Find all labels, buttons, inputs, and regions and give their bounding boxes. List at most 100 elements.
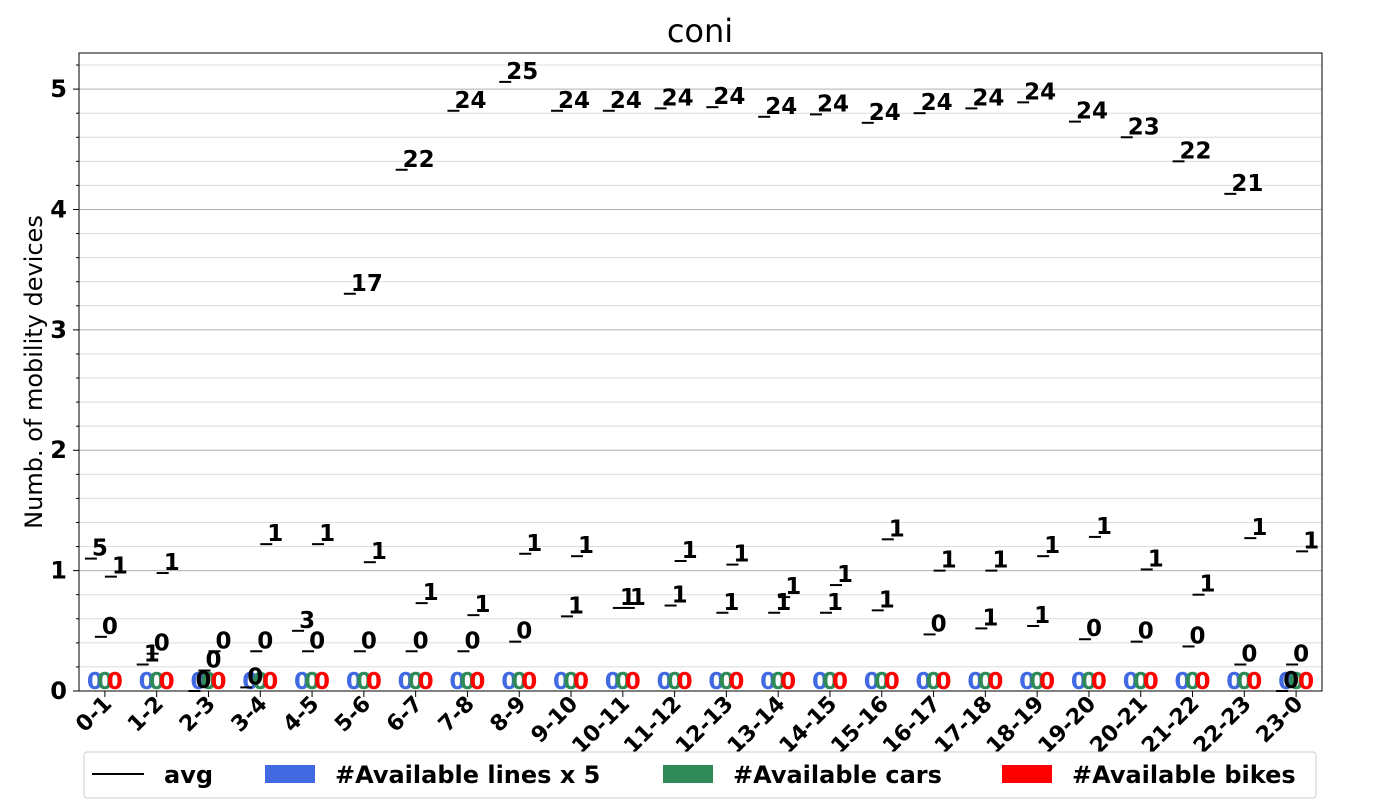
bar-value-label: 0	[139, 669, 155, 695]
x-tick-label: 4-5	[279, 692, 325, 738]
legend-avg-label: avg	[164, 761, 213, 789]
bar-value-label: 0	[708, 669, 724, 695]
bar-value-label: 0	[832, 669, 848, 695]
x-tick-label: 5-6	[330, 692, 376, 738]
legend-cars-swatch	[663, 765, 713, 783]
x-tick-label: 0-1	[71, 692, 117, 738]
avg-value-label: 1	[733, 542, 749, 568]
bar-value-label: 0	[501, 669, 517, 695]
avg-value-label: 24	[558, 88, 590, 114]
bar-value-label: 0	[469, 669, 485, 695]
legend-lines-swatch	[265, 765, 315, 783]
x-tick-label: 12-13	[671, 692, 738, 759]
bar-value-label: 0	[511, 669, 527, 695]
x-tick-label: 20-21	[1086, 692, 1153, 759]
bar-value-label: 0	[97, 669, 113, 695]
avg-value-label: 1	[1148, 546, 1164, 572]
bar-value-label: 0	[459, 669, 475, 695]
bar-value-label: 0	[1081, 669, 1097, 695]
bar-value-label: 0	[408, 669, 424, 695]
x-tick-label: 15-16	[827, 692, 894, 759]
avg-value-label: 1	[723, 590, 739, 616]
avg-value-label: 21	[1231, 171, 1263, 197]
avg-value-label: 1	[672, 583, 688, 609]
bar-value-label: 0	[728, 669, 744, 695]
bar-value-label: 0	[770, 669, 786, 695]
bar-value-label: 0	[262, 669, 278, 695]
bar-value-label: 0	[822, 669, 838, 695]
bar-value-label: 0	[87, 669, 103, 695]
avg-value-label: 3	[299, 608, 315, 634]
y-axis-label: Numb. of mobility devices	[20, 215, 48, 529]
avg-value-label: 1	[474, 592, 490, 618]
avg-value-label: 1	[982, 605, 998, 631]
avg-value-label: 1	[889, 516, 905, 542]
bar-value-label: 0	[356, 669, 372, 695]
bar-value-label: 0	[1019, 669, 1035, 695]
x-axis-ticks: 0-1 1-2 2-3 3-4 4-5 5-6 6-7 7-8 8-99-1010-1111-1…	[71, 691, 1308, 759]
avg-value-label: 0	[215, 628, 231, 654]
bar-value-label: 0	[573, 669, 589, 695]
avg-value-label: 17	[351, 271, 383, 297]
avg-value-label: 1	[371, 539, 387, 565]
bar-value-label: 0	[1288, 669, 1304, 695]
y-tick-label: 1	[50, 557, 67, 585]
bar-value-label: 0	[1143, 669, 1159, 695]
avg-value-label: 1	[1034, 603, 1050, 629]
y-tick-label: 3	[50, 316, 67, 344]
chart-title: coni	[667, 12, 733, 50]
grid-layer	[79, 64, 1322, 668]
avg-value-label: 23	[1128, 114, 1160, 140]
avg-value-label: 1	[112, 554, 128, 580]
avg-value-label: 24	[817, 91, 849, 117]
bar-value-label: 0	[1133, 669, 1149, 695]
bar-value-label: 0	[1175, 669, 1191, 695]
plot-frame	[78, 52, 1323, 692]
bar-value-label: 0	[916, 669, 932, 695]
avg-value-label: 0	[1086, 616, 1102, 642]
bar-value-label: 0	[314, 669, 330, 695]
avg-value-label: 1	[1303, 528, 1319, 554]
bar-value-label: 0	[874, 669, 890, 695]
bar-layer: 0 0 0 0 0 0 0 0 0 0 0 0 0 0 0 0 0 0 0 0 0 0 0 00 0 0 0 0 0 0 0 0 0 0 0 0 0 0 0…	[87, 669, 1314, 695]
bar-value-label: 0	[190, 669, 206, 695]
x-tick-label: 14-15	[775, 692, 842, 759]
bar-value-label: 0	[812, 669, 828, 695]
legend-bikes-swatch	[1002, 765, 1052, 783]
avg-value-label: 24	[1076, 99, 1108, 125]
avg-value-label: 22	[1180, 138, 1212, 164]
avg-value-label: 0	[154, 631, 170, 657]
avg-value-label: 24	[1024, 79, 1056, 105]
bar-value-label: 0	[398, 669, 414, 695]
bar-value-label: 0	[294, 669, 310, 695]
bar-value-label: 0	[1185, 669, 1201, 695]
x-tick-label: 11-12	[619, 692, 686, 759]
bar-value-label: 0	[780, 669, 796, 695]
avg-value-label: 0	[516, 619, 532, 645]
x-tick-label: 19-20	[1034, 692, 1101, 759]
avg-value-label: 1	[620, 585, 636, 611]
avg-value-label: 1	[827, 590, 843, 616]
bar-value-label: 0	[521, 669, 537, 695]
bar-value-label: 0	[1123, 669, 1139, 695]
avg-value-label: 1	[319, 521, 335, 547]
avg-value-label: 1	[1251, 515, 1267, 541]
bar-value-label: 0	[1029, 669, 1045, 695]
avg-value-label: 1	[267, 521, 283, 547]
bar-value-label: 0	[667, 669, 683, 695]
bar-value-label: 0	[346, 669, 362, 695]
avg-value-label: 24	[662, 85, 694, 111]
bar-value-label: 0	[605, 669, 621, 695]
x-tick-label: 13-14	[723, 692, 790, 759]
avg-value-label: 0	[195, 668, 211, 694]
avg-value-label: 1	[630, 585, 646, 611]
avg-value-label: 24	[610, 88, 642, 114]
bar-value-label: 0	[1226, 669, 1242, 695]
x-tick-label: 10-11	[568, 692, 635, 759]
x-tick-label: 6-7	[382, 692, 428, 738]
bar-value-label: 0	[1039, 669, 1055, 695]
bar-value-label: 0	[677, 669, 693, 695]
bar-value-label: 0	[1091, 669, 1107, 695]
avg-value-label: 0	[1190, 623, 1206, 649]
